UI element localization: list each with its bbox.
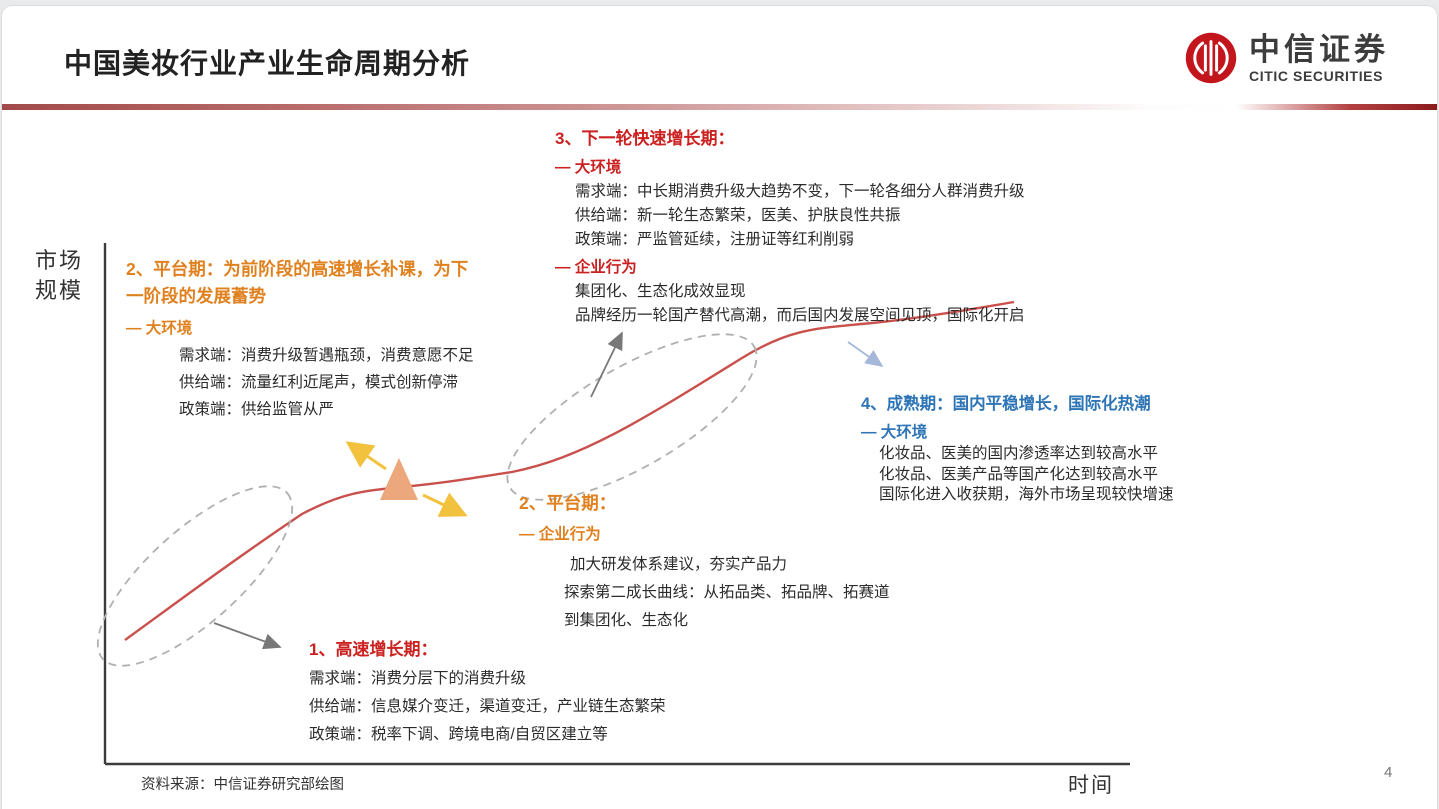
- stage1-pointer-arrow: [213, 622, 282, 650]
- stage2-center-firm-line: 加大研发体系建议，夯实产品力: [570, 556, 788, 573]
- stage1-line: 需求端：消费分层下的消费升级: [309, 670, 527, 687]
- stage2-left-block: 2、平台期：为前阶段的高速增长补课，为下 一阶段的发展蓄势 — 大环境 需求端：…: [126, 256, 566, 419]
- stage3-firm-line: 品牌经历一轮国产替代高潮，而后国内发展空间见顶，国际化开启: [575, 307, 1025, 324]
- stage2-left-env-line: 政策端：供给监管从严: [179, 401, 335, 418]
- stage3-title: 3、下一轮快速增长期：: [555, 129, 735, 148]
- stage4-env-line: 化妆品、医美产品等国产化达到较高水平: [879, 465, 1159, 483]
- stage2-center-title: 2、平台期：: [519, 493, 617, 513]
- x-axis-label: 时间: [1068, 774, 1114, 797]
- stage2-center-block: 2、平台期： — 企业行为 加大研发体系建议，夯实产品力 探索第二成长曲线：从拓…: [519, 490, 890, 630]
- yellow-arrow-downright-icon: [422, 492, 468, 517]
- page-number: 4: [1384, 764, 1393, 781]
- transition-triangle-icon: [380, 458, 418, 500]
- stage1-ellipse: [96, 485, 294, 667]
- stage4-title: 4、成熟期：国内平稳增长，国际化热潮: [861, 395, 1151, 413]
- page-title: 中国美妆行业产业生命周期分析: [64, 48, 471, 79]
- stage1-line: 供给端：信息媒介变迁，渠道变迁，产业链生态繁荣: [309, 698, 666, 715]
- slide: 中国美妆行业产业生命周期分析 中信证券 CITIC SECURITIES 市场 …: [2, 6, 1437, 809]
- header-divider: [2, 104, 1437, 110]
- stage4-env-line: 化妆品、医美的国内渗透率达到较高水平: [879, 445, 1159, 462]
- stage3-block: 3、下一轮快速增长期： — 大环境 需求端：中长期消费升级大趋势不变，下一轮各细…: [555, 124, 1025, 325]
- stage4-env-line: 国际化进入收获期，海外市场呈现较快增速: [879, 486, 1174, 503]
- stage1-line: 政策端：税率下调、跨境电商/自贸区建立等: [309, 726, 608, 743]
- stage3-firm-line: 集团化、生态化成效显现: [575, 283, 746, 300]
- stage3-env-line: 政策端：严监管延续，注册证等红利削弱: [575, 231, 855, 248]
- source-note: 资料来源：中信证券研究部绘图: [141, 777, 344, 793]
- stage3-pointer-arrow: [590, 331, 623, 398]
- stage4-pointer-arrow: [847, 341, 884, 368]
- citic-logo-icon: [1185, 32, 1237, 84]
- stage2-center-firm-line: 探索第二成长曲线：从拓品类、拓品牌、拓赛道: [564, 584, 890, 601]
- stage1-block: 1、高速增长期： 需求端：消费分层下的消费升级 供给端：信息媒介变迁，渠道变迁，…: [309, 635, 666, 744]
- logo-text-cn: 中信证券: [1249, 31, 1389, 67]
- stage2-left-title: 2、平台期：为前阶段的高速增长补课，为下 一阶段的发展蓄势: [126, 259, 469, 306]
- stage3-env-heading: — 大环境: [555, 159, 622, 176]
- stage2-left-env-heading: — 大环境: [126, 320, 193, 337]
- stage3-env-line: 需求端：中长期消费升级大趋势不变，下一轮各细分人群消费升级: [575, 183, 1025, 200]
- stage3-env-line: 供给端：新一轮生态繁荣，医美、护肤良性共振: [575, 207, 901, 224]
- citic-logo-text: 中信证券 CITIC SECURITIES: [1249, 34, 1389, 83]
- y-axis-label: 市场 规模: [35, 248, 84, 303]
- yellow-arrow-upleft-icon: [345, 441, 387, 471]
- stage1-title: 1、高速增长期：: [309, 640, 438, 659]
- stage2-center-firm-heading: — 企业行为: [519, 526, 601, 543]
- citic-logo: 中信证券 CITIC SECURITIES: [1183, 30, 1389, 86]
- stage3-firm-heading: — 企业行为: [555, 259, 637, 276]
- stage4-env-heading: — 大环境: [861, 424, 928, 441]
- stage4-block: 4、成熟期：国内平稳增长，国际化热潮 — 大环境 化妆品、医美的国内渗透率达到较…: [861, 390, 1174, 504]
- stage2-left-env-line: 需求端：消费升级暂遇瓶颈，消费意愿不足: [179, 347, 474, 364]
- stage2-left-env-line: 供给端：流量红利近尾声，模式创新停滞: [179, 374, 459, 391]
- logo-text-en: CITIC SECURITIES: [1249, 67, 1384, 84]
- stage2-center-firm-line: 到集团化、生态化: [564, 612, 689, 629]
